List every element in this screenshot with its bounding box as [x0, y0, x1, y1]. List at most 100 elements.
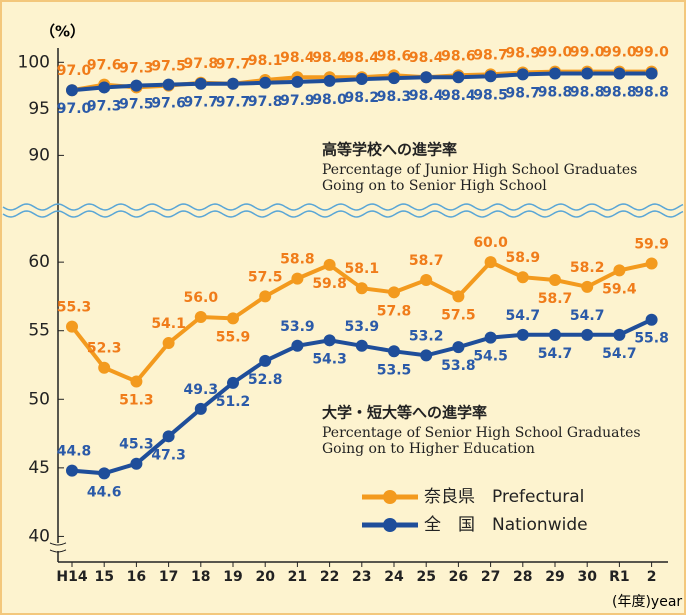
value-label: 98.8 — [602, 84, 637, 100]
value-label: 58.7 — [538, 291, 573, 307]
axis-break — [49, 542, 67, 546]
value-label: 97.7 — [216, 57, 251, 73]
axis-break — [2, 203, 684, 211]
point — [291, 339, 304, 352]
value-label: 58.9 — [506, 250, 541, 266]
point — [259, 290, 272, 303]
annotation: Going on to Senior High School — [322, 178, 547, 194]
value-label: 98.6 — [441, 48, 476, 64]
value-label: 97.3 — [119, 60, 154, 76]
value-label: 98.3 — [377, 89, 412, 105]
x-tick-label: 2 — [647, 569, 657, 585]
value-label: 57.8 — [377, 303, 412, 319]
value-label: 57.5 — [248, 269, 283, 285]
value-label: 53.2 — [409, 328, 444, 344]
point — [581, 328, 594, 341]
value-label: 98.9 — [506, 46, 541, 62]
x-tick-label: 24 — [384, 569, 404, 585]
point — [355, 339, 368, 352]
point — [355, 282, 368, 295]
x-tick-label: 29 — [545, 569, 564, 585]
point — [484, 256, 497, 269]
x-tick-label: 28 — [513, 569, 532, 585]
axis-break — [2, 210, 684, 218]
point — [581, 67, 594, 80]
point — [194, 311, 207, 323]
point — [484, 70, 497, 83]
value-label: 99.0 — [538, 45, 573, 61]
point — [162, 430, 175, 443]
x-tick-label: 15 — [94, 569, 113, 585]
value-label: 55.9 — [216, 329, 251, 345]
value-label: 98.8 — [634, 84, 669, 100]
point — [227, 77, 239, 90]
value-label: 56.0 — [184, 290, 219, 306]
value-label: 98.8 — [570, 84, 605, 100]
value-label: 97.5 — [151, 59, 186, 75]
value-label: 98.4 — [280, 50, 315, 66]
value-label: 52.3 — [87, 341, 122, 357]
point — [516, 271, 529, 284]
point — [613, 328, 626, 341]
value-label: 55.3 — [57, 300, 92, 316]
point — [613, 67, 626, 80]
value-label: 97.0 — [57, 101, 92, 117]
value-label: 54.1 — [151, 316, 186, 332]
value-label: 58.1 — [345, 261, 380, 277]
point — [130, 375, 143, 388]
value-label: 97.5 — [119, 97, 154, 113]
x-axis-label: (年度)year — [612, 594, 682, 610]
point — [645, 67, 658, 80]
y-tick-label: 60 — [28, 252, 50, 272]
x-tick-label: 17 — [159, 569, 178, 585]
value-label: 99.0 — [634, 45, 669, 61]
value-label: 98.7 — [473, 47, 508, 63]
value-label: 55.8 — [634, 331, 669, 347]
point — [130, 457, 143, 470]
point — [162, 337, 175, 350]
x-tick-label: 27 — [481, 569, 500, 585]
value-label: 97.6 — [151, 96, 186, 112]
value-label: 98.0 — [312, 92, 347, 108]
point — [98, 467, 111, 480]
point — [130, 79, 143, 92]
point — [420, 273, 433, 286]
value-label: 54.7 — [506, 308, 541, 324]
value-label: 53.8 — [441, 358, 476, 374]
point — [227, 376, 239, 389]
value-label: 98.1 — [248, 53, 283, 69]
x-tick-label: R1 — [609, 569, 630, 585]
value-label: 98.8 — [538, 84, 573, 100]
point — [420, 71, 433, 84]
point — [259, 76, 272, 89]
value-label: 58.7 — [409, 253, 444, 269]
point — [388, 72, 400, 85]
value-label: 51.2 — [216, 394, 251, 410]
point — [581, 280, 594, 293]
point — [549, 67, 561, 80]
axis-break — [49, 549, 67, 553]
value-label: 98.5 — [473, 87, 508, 103]
point — [291, 272, 304, 285]
point — [66, 84, 78, 97]
legend-marker — [383, 518, 397, 532]
x-tick-label: 19 — [223, 569, 242, 585]
y-tick-label: 55 — [28, 321, 50, 341]
point — [323, 334, 336, 347]
point — [516, 328, 529, 341]
point — [452, 341, 465, 354]
value-label: 58.8 — [280, 252, 315, 268]
x-tick-label: 22 — [320, 569, 339, 585]
value-label: 98.4 — [312, 50, 347, 66]
value-label: 60.0 — [473, 235, 508, 251]
x-tick-label: 26 — [449, 569, 468, 585]
value-label: 54.3 — [312, 351, 347, 367]
x-tick-label: 16 — [127, 569, 146, 585]
point — [549, 328, 561, 341]
point — [355, 73, 368, 86]
y-tick-label: 95 — [28, 99, 50, 119]
point — [645, 257, 658, 270]
y-tick-label: 45 — [28, 458, 50, 478]
point — [66, 464, 78, 477]
value-label: 54.7 — [602, 346, 637, 362]
